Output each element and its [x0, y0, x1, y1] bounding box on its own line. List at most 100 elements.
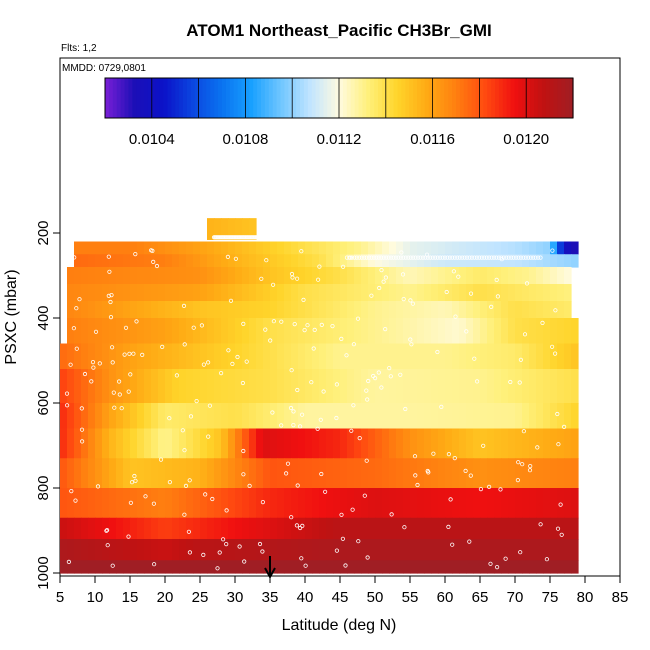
flight-point — [406, 255, 411, 260]
heatmap-cell — [417, 241, 425, 255]
heatmap-cell — [501, 428, 509, 459]
heatmap-cell — [193, 428, 201, 459]
heatmap-cell — [473, 301, 481, 319]
heatmap-cell — [389, 428, 397, 459]
colorbar-swatch — [268, 78, 274, 118]
heatmap-cell — [249, 284, 257, 302]
heatmap-cell — [207, 343, 215, 370]
heatmap-cell — [60, 488, 68, 519]
heatmap-cell — [410, 428, 418, 459]
colorbar-swatch — [300, 78, 305, 118]
heatmap-cell — [340, 301, 348, 319]
heatmap-cell — [501, 241, 509, 255]
heatmap-cell — [151, 318, 159, 345]
x-tick-label: 70 — [507, 589, 524, 606]
colorbar-swatch — [147, 78, 153, 118]
heatmap-cell — [550, 241, 558, 255]
flight-point — [318, 417, 323, 422]
heatmap-cell — [347, 241, 355, 255]
flight-point — [311, 346, 316, 351]
heatmap-cell — [557, 369, 565, 404]
heatmap-cell — [375, 318, 383, 345]
heatmap-cell — [74, 241, 82, 255]
colorbar-swatch — [537, 78, 543, 118]
flight-point — [194, 398, 199, 404]
heatmap-cell — [438, 560, 446, 574]
heatmap-cell — [186, 560, 194, 574]
flight-point — [301, 297, 306, 302]
heatmap-cell — [550, 267, 558, 285]
heatmap-cell — [235, 284, 243, 302]
flight-point — [126, 389, 131, 394]
heatmap-cell — [480, 343, 488, 370]
flight-point — [533, 255, 538, 260]
heatmap-cell — [326, 343, 334, 370]
heatmap-cell — [487, 517, 495, 540]
heatmap-cell — [431, 428, 439, 459]
flight-point — [344, 353, 349, 358]
flight-point — [344, 255, 350, 260]
colorbar-swatch — [471, 78, 477, 118]
colorbar-swatch — [428, 78, 434, 118]
heatmap-cell — [95, 428, 103, 459]
flight-point — [408, 255, 413, 260]
heatmap-cell — [340, 517, 348, 540]
heatmap-cell — [564, 488, 572, 519]
heatmap-cell — [277, 318, 285, 345]
heatmap-cell — [347, 458, 355, 489]
heatmap-cell — [396, 428, 404, 459]
heatmap-cell — [88, 428, 96, 459]
flight-point — [398, 372, 403, 377]
flight-point — [224, 508, 229, 513]
flight-point — [357, 435, 362, 441]
heatmap-cell — [88, 241, 96, 255]
heatmap-cell — [298, 539, 306, 561]
heatmap-cell — [326, 318, 334, 345]
colorbar-swatch — [362, 78, 367, 118]
heatmap-cell — [277, 488, 285, 519]
flight-point — [526, 255, 531, 260]
heatmap-cell — [536, 539, 544, 561]
heatmap-cell — [158, 301, 166, 319]
heatmap-cell — [263, 343, 271, 370]
heatmap-cell — [368, 301, 376, 319]
heatmap-cell — [375, 284, 383, 302]
flight-point — [555, 526, 561, 531]
colorbar-swatch — [237, 78, 243, 118]
heatmap-cell — [445, 488, 453, 519]
flight-point — [371, 373, 376, 379]
flight-point — [322, 489, 328, 494]
colorbar-swatch — [186, 78, 192, 118]
flight-point — [528, 463, 533, 469]
flight-point — [104, 528, 109, 533]
heatmap-cell — [88, 488, 96, 519]
flight-point — [515, 477, 521, 483]
heatmap-cell — [445, 560, 453, 574]
heatmap-cell — [137, 241, 145, 255]
colorbar-swatch — [498, 78, 504, 118]
heatmap-cell — [522, 284, 530, 302]
flight-point — [468, 473, 473, 478]
heatmap-cell — [354, 284, 362, 302]
heatmap-cell — [312, 517, 320, 540]
heatmap-cell — [263, 403, 271, 430]
heatmap-cell — [473, 267, 481, 285]
heatmap-cell — [109, 241, 117, 255]
heatmap-cell — [291, 428, 299, 459]
heatmap-cell — [165, 301, 173, 319]
heatmap-cell — [249, 369, 257, 404]
x-tick-label: 45 — [332, 589, 349, 606]
flight-point — [182, 512, 187, 517]
heatmap-cell — [179, 539, 187, 561]
flight-point — [199, 323, 204, 328]
heatmap-cell — [459, 318, 467, 345]
colorbar-tick-label: 0.0112 — [317, 131, 362, 148]
heatmap-cell — [165, 539, 173, 561]
heatmap-cell — [60, 403, 68, 430]
flight-point — [540, 320, 545, 325]
heatmap-cell — [480, 301, 488, 319]
heatmap-cell — [501, 539, 509, 561]
flight-point — [74, 306, 79, 311]
heatmap-cell — [242, 560, 250, 574]
heatmap-cell — [88, 301, 96, 319]
